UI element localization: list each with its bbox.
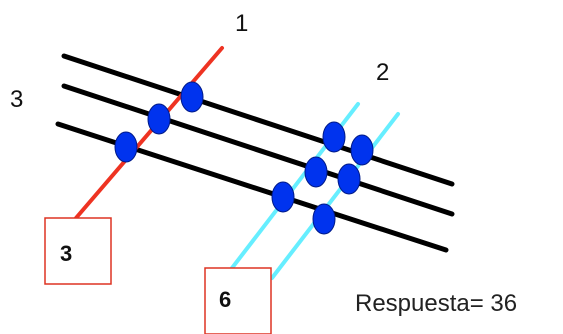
intersection-dots [114, 81, 374, 235]
intersection-dot [322, 121, 346, 153]
red-line [74, 46, 224, 220]
cyan-count-box [204, 267, 272, 334]
answer-text: Respuesta= 36 [355, 290, 517, 317]
intersection-dot [147, 103, 171, 135]
cyan-count-value: 6 [219, 287, 231, 312]
intersection-dot [350, 134, 374, 166]
label-group-red: 1 [235, 10, 248, 37]
intersection-dot [114, 131, 138, 163]
intersection-dot [180, 81, 204, 113]
intersection-dot [304, 156, 328, 188]
label-group-cyan: 2 [376, 59, 389, 86]
intersection-dot [337, 163, 361, 195]
intersection-dot [271, 181, 295, 213]
cyan-line-2 [270, 112, 400, 280]
red-count-value: 3 [60, 241, 72, 266]
red-count-box [44, 217, 112, 285]
black-line-2 [61, 83, 455, 217]
black-line-1 [61, 53, 455, 187]
intersection-dot [312, 203, 336, 235]
label-group-left: 3 [10, 86, 23, 113]
